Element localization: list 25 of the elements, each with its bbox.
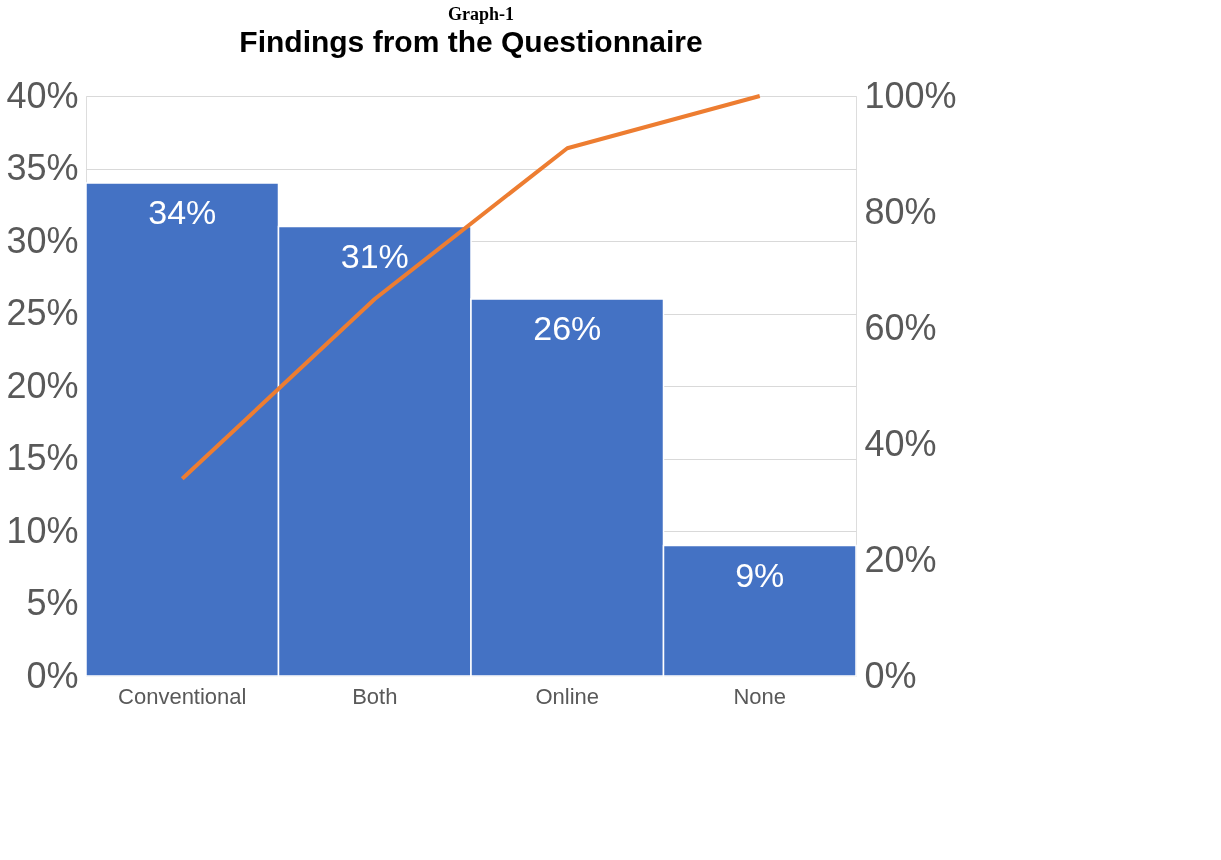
chart-title: Findings from the Questionnaire bbox=[239, 25, 703, 58]
y-tick-label: 5% bbox=[26, 582, 79, 623]
y-tick-label: 20% bbox=[6, 364, 79, 406]
data-label: 26% bbox=[533, 309, 602, 347]
y-tick-label: 25% bbox=[6, 292, 79, 333]
x-tick-label: Conventional bbox=[118, 683, 247, 709]
text: Graph-1 bbox=[448, 3, 515, 24]
y-tick-label: 30% bbox=[6, 219, 79, 261]
data-label: 31% bbox=[340, 236, 409, 275]
y-tick-label: 0% bbox=[26, 654, 79, 696]
data-label: 34% bbox=[148, 193, 217, 231]
y2-tick-label: 60% bbox=[864, 306, 937, 348]
x-tick-label: None bbox=[733, 683, 787, 709]
y2-tick-label: 40% bbox=[864, 422, 937, 464]
y2-tick-label: 0% bbox=[864, 654, 917, 696]
x-tick-label: Both bbox=[352, 683, 398, 709]
y2-tick-label: 80% bbox=[864, 190, 937, 232]
y2-tick-label: 20% bbox=[864, 538, 937, 580]
y-tick-label: 35% bbox=[6, 147, 79, 188]
y2-tick-label: 100% bbox=[864, 74, 957, 116]
x-tick-label: Online bbox=[535, 683, 600, 709]
data-label: 9% bbox=[735, 555, 785, 594]
y-tick-label: 40% bbox=[6, 74, 79, 116]
y-tick-label: 10% bbox=[6, 509, 79, 551]
y-tick-label: 15% bbox=[6, 437, 79, 478]
